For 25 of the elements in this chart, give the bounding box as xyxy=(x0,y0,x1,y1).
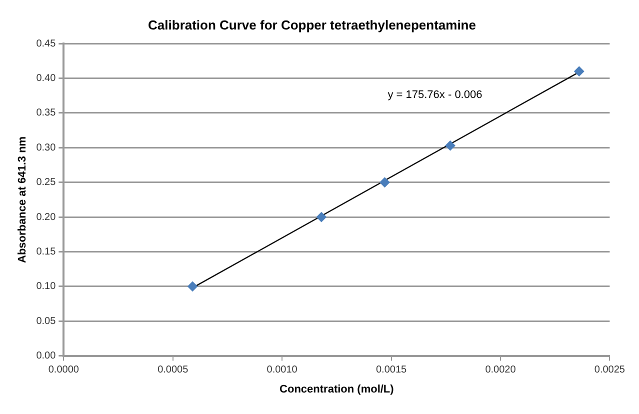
x-axis-title: Concentration (mol/L) xyxy=(280,383,394,396)
y-axis-title: Absorbance at 641.3 nm xyxy=(16,136,29,263)
point xyxy=(188,281,198,292)
y-tick-label: 0.35 xyxy=(36,108,56,119)
y-tick-label: 0.30 xyxy=(36,142,56,154)
x-tick-label: 0.0025 xyxy=(594,364,626,376)
y-tick-label: 0.40 xyxy=(36,73,56,84)
y-tick-label: 0.15 xyxy=(36,246,56,258)
x-tick-label: 0.0000 xyxy=(48,364,80,376)
x-tick-label: 0.0010 xyxy=(266,364,298,376)
point xyxy=(316,212,326,222)
y-tick-label: 0.25 xyxy=(36,177,56,188)
point xyxy=(574,66,584,76)
y-tick-label: 0.00 xyxy=(36,350,56,362)
chart-title: Calibration Curve for Copper tetraethylenepentamine xyxy=(148,17,476,32)
annotation: y = 175.76x - 0.006 xyxy=(388,89,482,102)
point xyxy=(445,140,456,151)
y-tick-label: 0.20 xyxy=(36,212,56,223)
y-tick-label: 0.05 xyxy=(36,316,56,327)
x-tick-label: 0.0005 xyxy=(158,364,189,376)
y-tick-label: 0.10 xyxy=(36,281,56,292)
x-tick-label: 0.0020 xyxy=(485,364,516,376)
point xyxy=(380,177,390,188)
y-tick-label: 0.45 xyxy=(36,38,56,50)
x-tick-label: 0.0015 xyxy=(376,364,408,376)
